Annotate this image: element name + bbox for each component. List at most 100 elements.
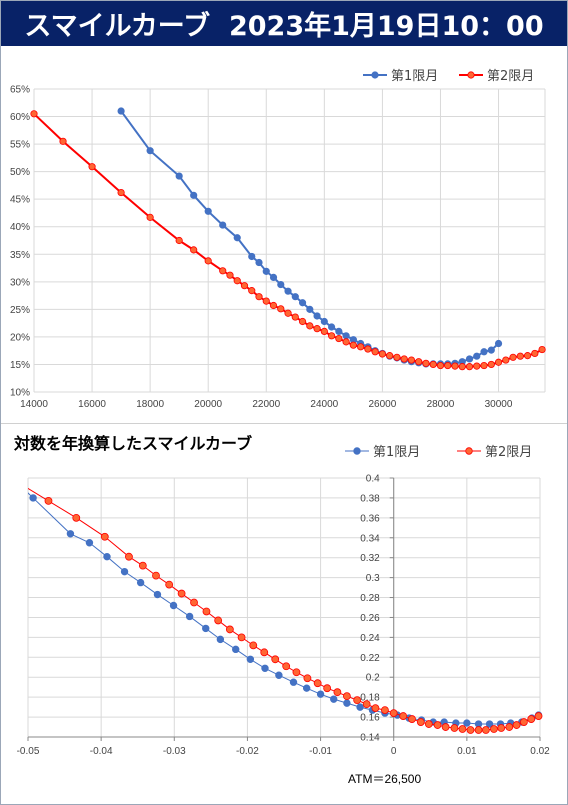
- banner-datetime: 2023年1月19日10：00: [228, 11, 544, 42]
- series-1-point: [327, 323, 336, 331]
- series-1-point: [313, 312, 321, 320]
- series-2-point: [303, 674, 312, 683]
- series-2-point: [466, 726, 475, 734]
- series-2-point: [429, 360, 437, 369]
- chart-divider: [1, 423, 567, 424]
- series-2-point: [298, 317, 307, 326]
- series-2-point: [416, 718, 425, 726]
- series-1-point: [473, 352, 481, 360]
- series-1-point: [320, 317, 328, 326]
- series-2-point: [424, 720, 433, 728]
- series-2-point: [146, 213, 154, 221]
- series-1-point: [146, 147, 154, 155]
- series-2-point: [441, 723, 450, 731]
- series-1-point: [269, 273, 278, 282]
- series-2-point: [494, 358, 503, 366]
- series-2-point: [260, 648, 269, 657]
- series-1-point: [185, 612, 194, 621]
- y-tick-label: 0.28: [360, 593, 380, 604]
- x-tick-label: 28000: [427, 399, 455, 410]
- series-2-point: [88, 163, 96, 171]
- series-2-point: [204, 257, 212, 265]
- series-2-point: [177, 589, 186, 598]
- series-2-point: [353, 696, 362, 705]
- series-2-point: [505, 723, 514, 731]
- series-2-point: [175, 236, 183, 245]
- series-2-point: [237, 633, 246, 642]
- x-tick-label: 0: [391, 746, 397, 757]
- series-1-point: [330, 695, 338, 703]
- series-2-point: [371, 704, 380, 713]
- series-2-point: [399, 712, 408, 720]
- y-tick-label: 0.34: [360, 533, 380, 544]
- series-1-point: [66, 530, 75, 538]
- y-tick-label: 0.24: [360, 633, 380, 644]
- series-2-line: [28, 487, 540, 731]
- x-tick-label: 18000: [136, 399, 164, 410]
- y-tick-label: 65%: [10, 85, 30, 96]
- y-tick-label: 0.2: [366, 673, 380, 684]
- series-2-point: [262, 297, 270, 305]
- x-tick-label: 20000: [194, 399, 222, 410]
- series-2-point: [458, 363, 466, 371]
- series-2-point: [100, 532, 109, 541]
- series-2-point: [531, 349, 539, 358]
- series-2-point: [269, 301, 278, 310]
- y-tick-label: 0.3: [366, 573, 380, 584]
- series-2-point: [502, 356, 510, 364]
- y-tick-label: 0.4: [366, 474, 380, 485]
- series-2-point: [362, 700, 371, 709]
- series-2-point: [458, 725, 467, 733]
- series-2-point: [277, 305, 285, 313]
- series-1-point: [306, 305, 314, 313]
- series-2-point: [306, 322, 314, 330]
- series-2-point: [393, 353, 401, 361]
- legend-label-1: 第1限月: [373, 445, 420, 460]
- series-2-point: [364, 345, 372, 353]
- series-2-point: [490, 725, 498, 733]
- series-1-point: [255, 258, 263, 267]
- series-1-point: [261, 664, 269, 672]
- series-2-point: [371, 348, 379, 356]
- series-2-point: [240, 282, 249, 290]
- series-2-point: [408, 715, 416, 723]
- series-2-point: [407, 356, 416, 364]
- series-1-point: [29, 494, 37, 502]
- series-2-point: [202, 607, 211, 616]
- series-2-point: [313, 679, 322, 688]
- series-2-point: [342, 338, 350, 346]
- series-2-point: [327, 332, 336, 340]
- series-1-point: [284, 287, 292, 295]
- series-2-point: [497, 724, 506, 732]
- y-tick-label: 55%: [10, 140, 30, 151]
- series-2-point: [386, 352, 394, 360]
- series-1-point: [494, 339, 503, 348]
- series-2-point: [291, 313, 299, 321]
- y-tick-label: 0.26: [360, 613, 380, 624]
- y-tick-label: 0.14: [360, 733, 380, 744]
- series-2-point: [271, 655, 280, 664]
- series-2-point: [292, 668, 301, 677]
- series-2-point: [233, 277, 241, 285]
- y-tick-label: 0.36: [360, 513, 380, 524]
- series-2-point: [320, 327, 328, 335]
- x-tick-label: 24000: [310, 399, 338, 410]
- series-2-point: [219, 267, 227, 275]
- title-banner: スマイルカーブ 2023年1月19日10：00: [1, 1, 567, 46]
- y-tick-label: 20%: [10, 332, 30, 343]
- series-1-point: [487, 346, 495, 354]
- series-1-point: [233, 234, 241, 242]
- y-tick-label: 15%: [10, 360, 30, 371]
- series-1-point: [485, 720, 494, 728]
- series-2-point: [450, 724, 459, 732]
- series-1-point: [85, 539, 94, 547]
- series-2-point: [523, 352, 532, 360]
- series-2-point: [190, 246, 198, 254]
- series-2-point: [333, 688, 342, 697]
- series-2-point: [400, 355, 408, 363]
- legend-label-2: 第2限月: [487, 69, 534, 84]
- series-1-point: [153, 590, 162, 599]
- x-tick-label: 30000: [485, 399, 513, 410]
- series-2-point: [422, 359, 430, 367]
